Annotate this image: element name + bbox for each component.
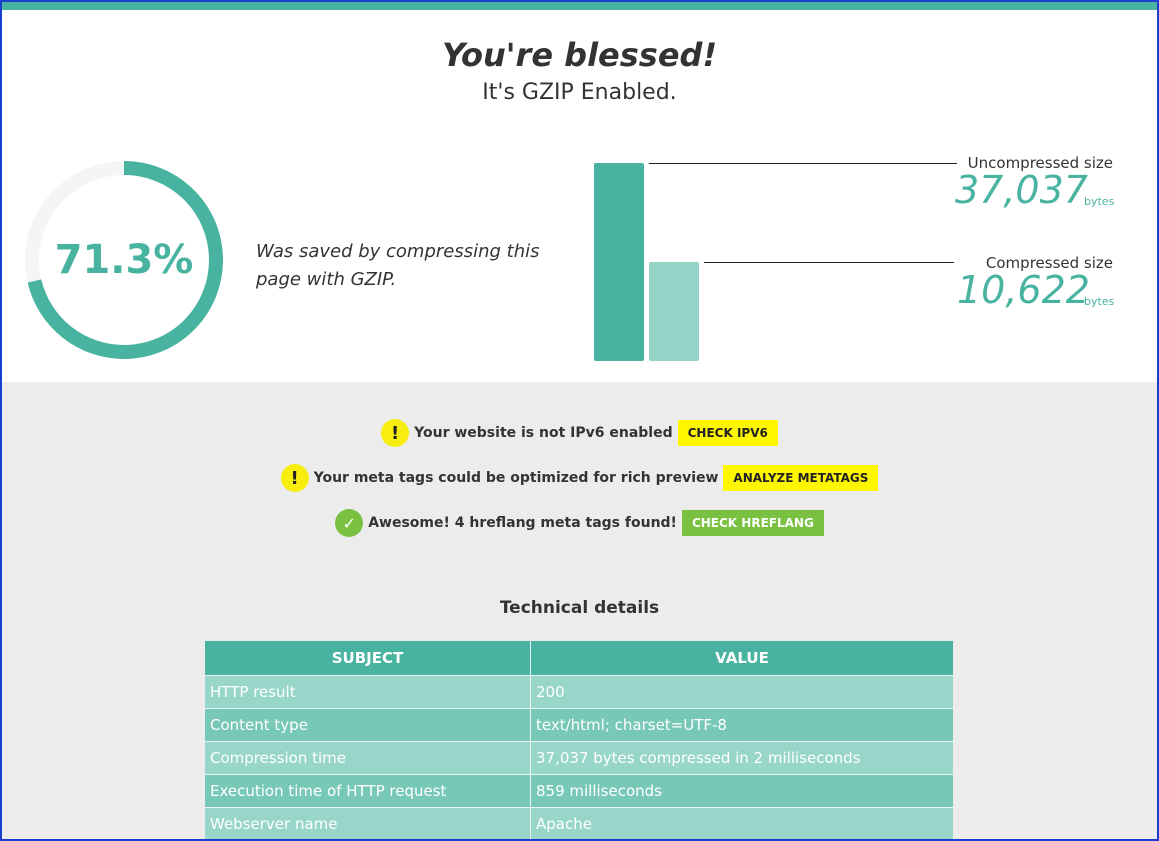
- uncompressed-label: Uncompressed size: [967, 154, 1113, 172]
- analyze-metatags-button[interactable]: ANALYZE METATAGS: [723, 465, 879, 491]
- check-hreflang-button[interactable]: CHECK HREFLANG: [681, 510, 824, 536]
- technical-details-title: Technical details: [499, 598, 660, 618]
- notice-text: Your meta tags could be optimized for ri…: [313, 470, 719, 486]
- check-icon: ✓: [335, 509, 364, 537]
- compression-ring-chart: [25, 161, 223, 359]
- row-subject: Compression time: [205, 741, 531, 775]
- top-accent-bar: [0, 0, 1159, 10]
- technical-details-table: SUBJECT VALUE HTTP result 200 Content ty…: [205, 641, 953, 840]
- table-row: Content type text/html; charset=UTF-8: [205, 708, 953, 742]
- row-subject: Content type: [205, 708, 531, 742]
- ring-fill: [25, 161, 223, 359]
- table-row: Webserver name Apache: [205, 807, 953, 840]
- exclamation-icon: !: [280, 464, 309, 492]
- header-subject: SUBJECT: [205, 641, 531, 676]
- uncompressed-leader-line: [649, 163, 957, 164]
- compressed-bar: [649, 262, 699, 361]
- exclamation-icon: !: [381, 419, 410, 447]
- notice-metatags: ! Your meta tags could be optimized for …: [0, 464, 1159, 492]
- compressed-unit: bytes: [1084, 295, 1115, 308]
- notice-text: Awesome! 4 hreflang meta tags found!: [368, 515, 677, 531]
- row-value: 37,037 bytes compressed in 2 millisecond…: [530, 741, 953, 775]
- result-headline: You're blessed!: [441, 36, 718, 74]
- saved-description: Was saved by compressing this page with …: [256, 241, 540, 290]
- table-row: Compression time 37,037 bytes compressed…: [205, 741, 953, 775]
- notice-ipv6: ! Your website is not IPv6 enabled CHECK…: [0, 419, 1159, 447]
- compressed-value: 10,622: [957, 268, 1090, 312]
- table-header-row: SUBJECT VALUE: [205, 641, 953, 676]
- notice-hreflang: ✓ Awesome! 4 hreflang meta tags found! C…: [0, 509, 1159, 537]
- compressed-label: Compressed size: [985, 254, 1113, 272]
- row-value: 200: [530, 675, 953, 709]
- uncompressed-value: 37,037: [955, 168, 1088, 212]
- uncompressed-unit: bytes: [1084, 195, 1115, 208]
- row-value: Apache: [530, 807, 953, 840]
- result-subline: It's GZIP Enabled.: [482, 80, 677, 105]
- notice-text: Your website is not IPv6 enabled: [414, 425, 673, 441]
- row-value: 859 milliseconds: [530, 774, 953, 808]
- row-subject: Webserver name: [205, 807, 531, 840]
- table-row: Execution time of HTTP request 859 milli…: [205, 774, 953, 808]
- compressed-leader-line: [704, 262, 954, 263]
- table-row: HTTP result 200: [205, 675, 953, 709]
- row-subject: Execution time of HTTP request: [205, 774, 531, 808]
- check-ipv6-button[interactable]: CHECK IPV6: [677, 420, 778, 446]
- row-value: text/html; charset=UTF-8: [530, 708, 953, 742]
- header-value: VALUE: [530, 641, 953, 676]
- uncompressed-bar: [594, 163, 644, 361]
- row-subject: HTTP result: [205, 675, 531, 709]
- percent-saved: 71.3%: [54, 237, 194, 283]
